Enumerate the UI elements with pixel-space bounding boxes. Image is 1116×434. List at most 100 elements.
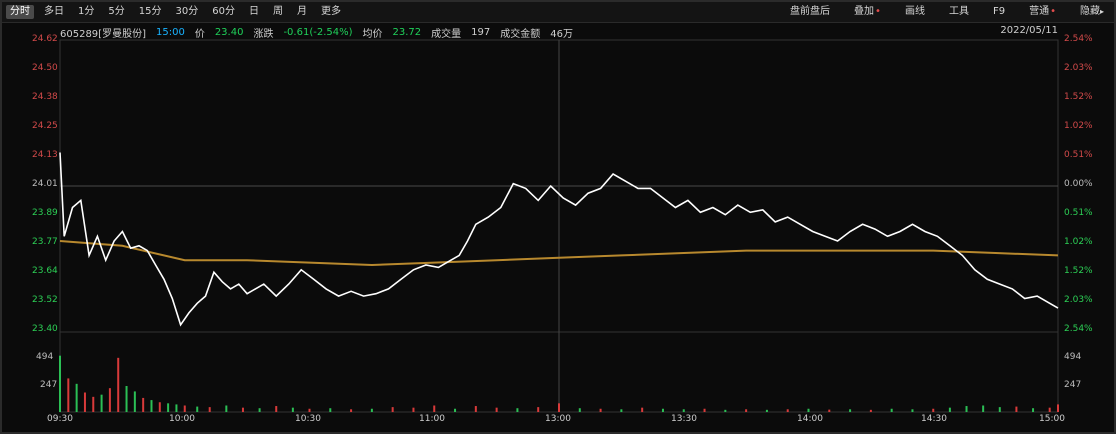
price-line	[59, 152, 1059, 327]
avg-label: 均价	[362, 28, 383, 40]
volume-tick: 247	[40, 380, 58, 390]
volume-bar	[1048, 407, 1051, 412]
time-tick: 10:00	[169, 414, 195, 424]
trade-date: 2022/05/11	[1000, 25, 1058, 36]
tab-15min[interactable]: 15分	[138, 6, 162, 17]
price-tick: 24.50	[32, 63, 58, 73]
pct-tick: 0.51%	[1064, 208, 1093, 218]
volume-bar	[225, 405, 228, 412]
tab-week[interactable]: 周	[272, 6, 283, 17]
volume-bar	[275, 406, 278, 412]
pct-tick: 1.02%	[1064, 121, 1093, 131]
volume-bar	[67, 378, 70, 412]
amount-value: 46万	[550, 28, 573, 40]
price-label: 价	[194, 28, 205, 40]
volume-bar	[948, 407, 951, 412]
average-price-line	[59, 240, 1059, 267]
volume-bar	[100, 394, 103, 412]
volume-bar	[807, 408, 810, 412]
volume-bar	[350, 409, 353, 412]
price-tick: 23.77	[32, 237, 58, 247]
pct-tick: 0.51%	[1064, 150, 1093, 160]
volume-bar	[495, 407, 498, 412]
quote-time: 15:00	[155, 26, 185, 38]
volume-bar	[620, 409, 623, 412]
volume-bar	[932, 408, 935, 412]
volume-bar	[765, 409, 768, 412]
volume-bar	[724, 409, 727, 412]
volume-bar	[433, 405, 436, 412]
volume-bar	[329, 408, 332, 412]
time-tick: 14:00	[797, 414, 823, 424]
volume-bar	[828, 409, 831, 412]
volume-bar	[641, 407, 644, 412]
pre-post-market-button[interactable]: 盘前盘后	[790, 6, 831, 17]
volume-bar	[890, 408, 893, 412]
volume-bar	[150, 400, 153, 412]
yingtong-label: 营通	[1029, 6, 1050, 17]
caret-right-icon: ▸	[1099, 7, 1104, 16]
volume-bar	[454, 408, 457, 412]
price-lines	[59, 152, 1059, 327]
tools-button[interactable]: 工具	[948, 6, 969, 17]
yingtong-button[interactable]: 营通•	[1025, 5, 1060, 19]
volume-bar	[911, 409, 914, 412]
volume-bar	[745, 409, 748, 412]
volume-bar	[998, 407, 1001, 412]
tab-day[interactable]: 日	[248, 6, 259, 17]
f9-button[interactable]: F9	[992, 6, 1006, 17]
notification-dot-icon: •	[875, 6, 881, 17]
volume-bar	[965, 406, 968, 412]
time-tick: 13:30	[671, 414, 697, 424]
time-tick: 13:00	[545, 414, 571, 424]
tab-30min[interactable]: 30分	[175, 6, 199, 17]
period-tabs: 分时 多日 1分 5分 15分 30分 60分 日 周 月 更多	[6, 4, 345, 20]
volume-bar	[59, 355, 61, 412]
volume-bar	[682, 409, 685, 412]
tab-more[interactable]: 更多	[320, 6, 341, 17]
volume-tick: 247	[1064, 380, 1082, 390]
pct-tick: 2.54%	[1064, 324, 1093, 334]
volume-bar	[183, 405, 186, 412]
draw-line-button[interactable]: 画线	[904, 6, 925, 17]
volume-value: 197	[471, 26, 491, 38]
hide-button[interactable]: 隐藏▸	[1076, 5, 1108, 19]
time-tick: 10:30	[295, 414, 321, 424]
volume-bar	[412, 407, 415, 412]
quote-info-bar: 605289[罗曼股份] 15:00 价 23.40 涨跌 -0.61(-2.5…	[60, 25, 573, 40]
tab-1min[interactable]: 1分	[78, 6, 95, 17]
time-tick: 09:30	[47, 414, 73, 424]
volume-bar	[175, 404, 178, 412]
pct-tick: 2.03%	[1064, 63, 1093, 73]
tab-month[interactable]: 月	[296, 6, 307, 17]
price-tick: 24.25	[32, 121, 58, 131]
pct-tick: 2.03%	[1064, 295, 1093, 305]
volume-bar	[241, 407, 244, 412]
volume-bar	[133, 391, 136, 412]
volume-bar	[982, 405, 985, 412]
volume-bar	[291, 407, 294, 412]
volume-bar	[578, 408, 581, 412]
tab-60min[interactable]: 60分	[212, 6, 235, 17]
amount-label: 成交金额	[500, 28, 541, 40]
volume-bar	[125, 386, 128, 412]
volume-tick: 494	[36, 352, 54, 362]
volume-bar	[83, 392, 86, 412]
notification-dot-icon: •	[1050, 6, 1056, 17]
volume-bars	[59, 355, 1059, 412]
overlay-button[interactable]: 叠加•	[850, 5, 885, 19]
tab-5min[interactable]: 5分	[108, 6, 125, 17]
price-tick: 23.64	[32, 266, 58, 276]
chart-grid	[59, 39, 1059, 413]
volume-bar	[474, 406, 477, 412]
tab-multi-day[interactable]: 多日	[44, 6, 64, 17]
tab-intraday[interactable]: 分时	[6, 5, 34, 19]
time-tick: 14:30	[921, 414, 947, 424]
volume-bar	[558, 403, 560, 412]
price-tick: 24.01	[32, 179, 58, 189]
volume-bar	[208, 407, 211, 412]
overlay-label: 叠加	[854, 6, 875, 17]
volume-bar	[258, 408, 261, 412]
